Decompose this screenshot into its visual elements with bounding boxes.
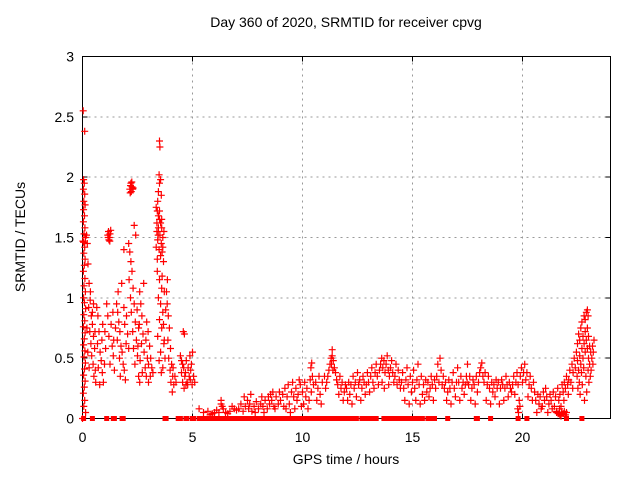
x-tick-label: 20	[515, 429, 531, 445]
chart-title: Day 360 of 2020, SRMTID for receiver cpv…	[210, 14, 482, 30]
y-axis-label: SRMTID / TECUs	[12, 181, 28, 293]
y-tick-label: 2.5	[55, 109, 75, 125]
y-tick-label: 0	[66, 411, 74, 427]
zero-value-square-markers	[81, 416, 585, 421]
y-tick-label: 3	[66, 49, 74, 65]
grid-lines	[82, 56, 611, 419]
x-tick-label: 15	[405, 429, 421, 445]
y-tick-label: 2	[66, 169, 74, 185]
y-tick-label: 0.5	[55, 350, 75, 366]
y-tick-label: 1.5	[55, 230, 75, 246]
x-tick-label: 0	[79, 429, 87, 445]
y-tick-label: 1	[66, 290, 74, 306]
x-tick-label: 10	[295, 429, 311, 445]
x-tick-label: 5	[189, 429, 197, 445]
scatter-plus-markers	[79, 107, 598, 422]
x-axis-label: GPS time / hours	[292, 451, 400, 467]
